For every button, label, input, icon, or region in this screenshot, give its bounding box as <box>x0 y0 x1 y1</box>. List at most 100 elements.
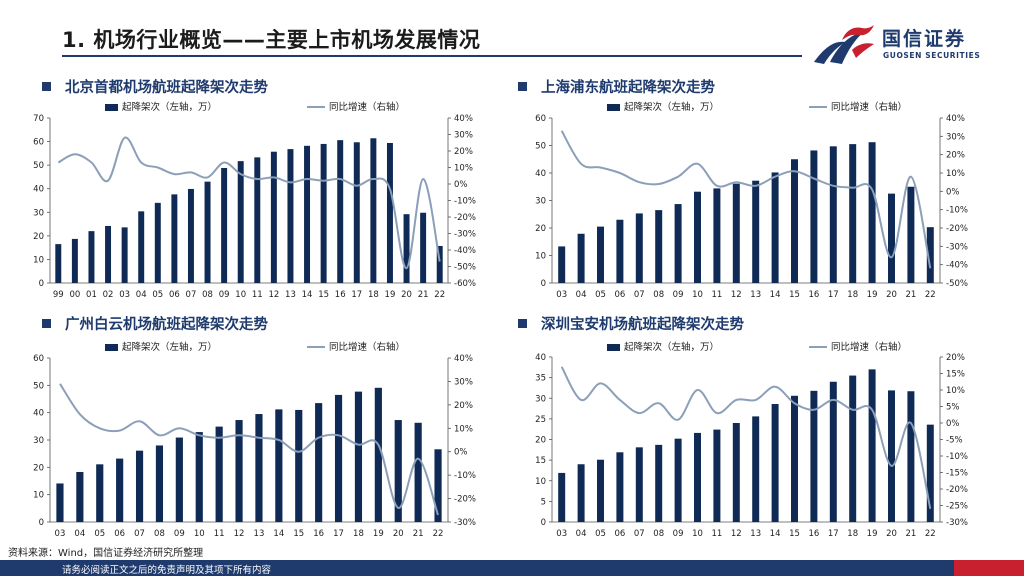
chart-beijing: 起降架次（左轴，万） 同比增速（右轴）010203040506070-60%-50… <box>33 101 476 300</box>
legend-line-label: 同比增速（右轴） <box>329 341 405 353</box>
x-tick-label: 04 <box>136 290 147 300</box>
x-tick-label: 07 <box>634 290 645 300</box>
bar-07 <box>135 450 144 522</box>
bar-05 <box>96 464 104 522</box>
x-tick-label: 20 <box>393 529 404 539</box>
y-left-tick-label: 20 <box>535 436 546 446</box>
section-square-icon <box>42 82 51 91</box>
y-right-tick-label: -20% <box>946 485 968 495</box>
y-right-tick-label: 10% <box>454 424 473 434</box>
x-tick-label: 14 <box>273 529 284 539</box>
x-tick-label: 08 <box>653 290 664 300</box>
bar-03 <box>56 483 64 522</box>
chart-title-shenzhen: 深圳宝安机场航班起降架次走势 <box>518 313 744 334</box>
y-left-tick-label: 15 <box>535 456 546 466</box>
growth-line <box>59 383 439 516</box>
x-tick-label: 10 <box>692 290 703 300</box>
x-tick-label: 09 <box>219 290 230 300</box>
y-right-tick-label: -20% <box>946 224 968 234</box>
chart-shanghai: 起降架次（左轴，万） 同比增速（右轴） 0 10 20 30 40 50 60 -50% -40% -… <box>535 101 968 300</box>
x-tick-label: 99 <box>53 290 64 300</box>
x-tick-label: 10 <box>692 529 703 539</box>
chart-title-text: 广州白云机场航班起降架次走势 <box>65 317 268 333</box>
bar-21 <box>420 212 427 283</box>
legend-line-label: 同比增速（右轴） <box>831 341 907 353</box>
bar-08 <box>655 210 663 283</box>
x-tick-label: 14 <box>770 290 781 300</box>
bar-15 <box>320 143 327 283</box>
bar-05 <box>154 202 161 283</box>
y-left-tick-label: 50 <box>33 161 44 171</box>
x-tick-label: 21 <box>413 529 424 539</box>
x-tick-label: 13 <box>750 290 761 300</box>
legend-bar-swatch <box>607 104 620 111</box>
y-right-tick-label: 0% <box>454 448 468 458</box>
footer-red-accent <box>954 560 1024 576</box>
bar-20 <box>888 193 895 283</box>
bar-16 <box>315 403 323 522</box>
x-tick-label: 01 <box>86 290 97 300</box>
bar-19 <box>868 142 876 283</box>
x-tick-label: 12 <box>731 529 742 539</box>
y-left-tick-label: 0 <box>39 279 44 289</box>
x-tick-label: 21 <box>418 290 429 300</box>
x-tick-label: 18 <box>368 290 379 300</box>
y-left-tick-label: 20 <box>535 224 546 234</box>
x-tick-label: 09 <box>673 529 684 539</box>
section-square-icon <box>518 82 527 91</box>
x-tick-label: 06 <box>614 529 625 539</box>
x-tick-label: 11 <box>214 529 225 539</box>
y-left-tick-label: 60 <box>535 114 546 124</box>
x-tick-label: 04 <box>576 290 587 300</box>
y-right-tick-label: -50% <box>946 279 968 289</box>
bar-17 <box>829 381 837 522</box>
x-tick-label: 19 <box>373 529 384 539</box>
x-tick-label: 17 <box>333 529 344 539</box>
legend-line-label: 同比增速（右轴） <box>329 101 405 113</box>
chart-title-beijing: 北京首都机场航班起降架次走势 <box>42 76 268 97</box>
bar-16 <box>337 140 344 283</box>
y-right-tick-label: -15% <box>946 469 968 479</box>
chart-title-guangzhou: 广州白云机场航班起降架次走势 <box>42 313 268 334</box>
y-left-tick-label: 40 <box>535 169 546 179</box>
bar-17 <box>829 146 837 283</box>
bar-12 <box>732 423 740 522</box>
x-tick-label: 12 <box>731 290 742 300</box>
x-tick-label: 03 <box>119 290 130 300</box>
logo-cn-text: 国信证券 <box>882 28 967 50</box>
x-tick-label: 20 <box>401 290 412 300</box>
chart-shenzhen: 起降架次（左轴，万） 同比增速（右轴）0510152025303540-30%-2… <box>535 341 968 539</box>
x-tick-label: 06 <box>114 529 125 539</box>
x-tick-label: 10 <box>194 529 205 539</box>
y-left-tick-label: 70 <box>33 114 44 124</box>
x-tick-label: 12 <box>268 290 279 300</box>
y-right-tick-label: 20% <box>946 151 965 161</box>
bar-21 <box>907 186 915 283</box>
bar-22 <box>926 424 934 522</box>
x-tick-label: 15 <box>789 529 800 539</box>
y-right-tick-label: 30% <box>454 377 473 387</box>
y-right-tick-label: -30% <box>946 518 968 528</box>
bar-20 <box>394 420 402 522</box>
title-underline <box>62 55 802 57</box>
y-right-tick-label: -20% <box>454 495 476 505</box>
y-left-tick-label: 40 <box>33 409 44 419</box>
bar-18 <box>354 391 363 522</box>
legend-bar-swatch <box>105 344 118 351</box>
y-right-tick-label: 5% <box>946 403 960 413</box>
bar-20 <box>888 390 895 522</box>
y-left-tick-label: 10 <box>535 252 546 262</box>
bar-99 <box>55 244 62 283</box>
bar-00 <box>71 238 78 283</box>
x-tick-label: 05 <box>595 290 606 300</box>
y-right-tick-label: 20% <box>454 401 473 411</box>
y-left-tick-label: 60 <box>33 354 44 364</box>
y-left-tick-label: 25 <box>535 415 546 425</box>
x-tick-label: 13 <box>285 290 296 300</box>
x-tick-label: 11 <box>252 290 263 300</box>
x-tick-label: 13 <box>254 529 265 539</box>
bar-08 <box>155 445 164 522</box>
bar-12 <box>235 420 243 522</box>
bar-13 <box>752 416 760 522</box>
y-left-tick-label: 30 <box>33 436 44 446</box>
